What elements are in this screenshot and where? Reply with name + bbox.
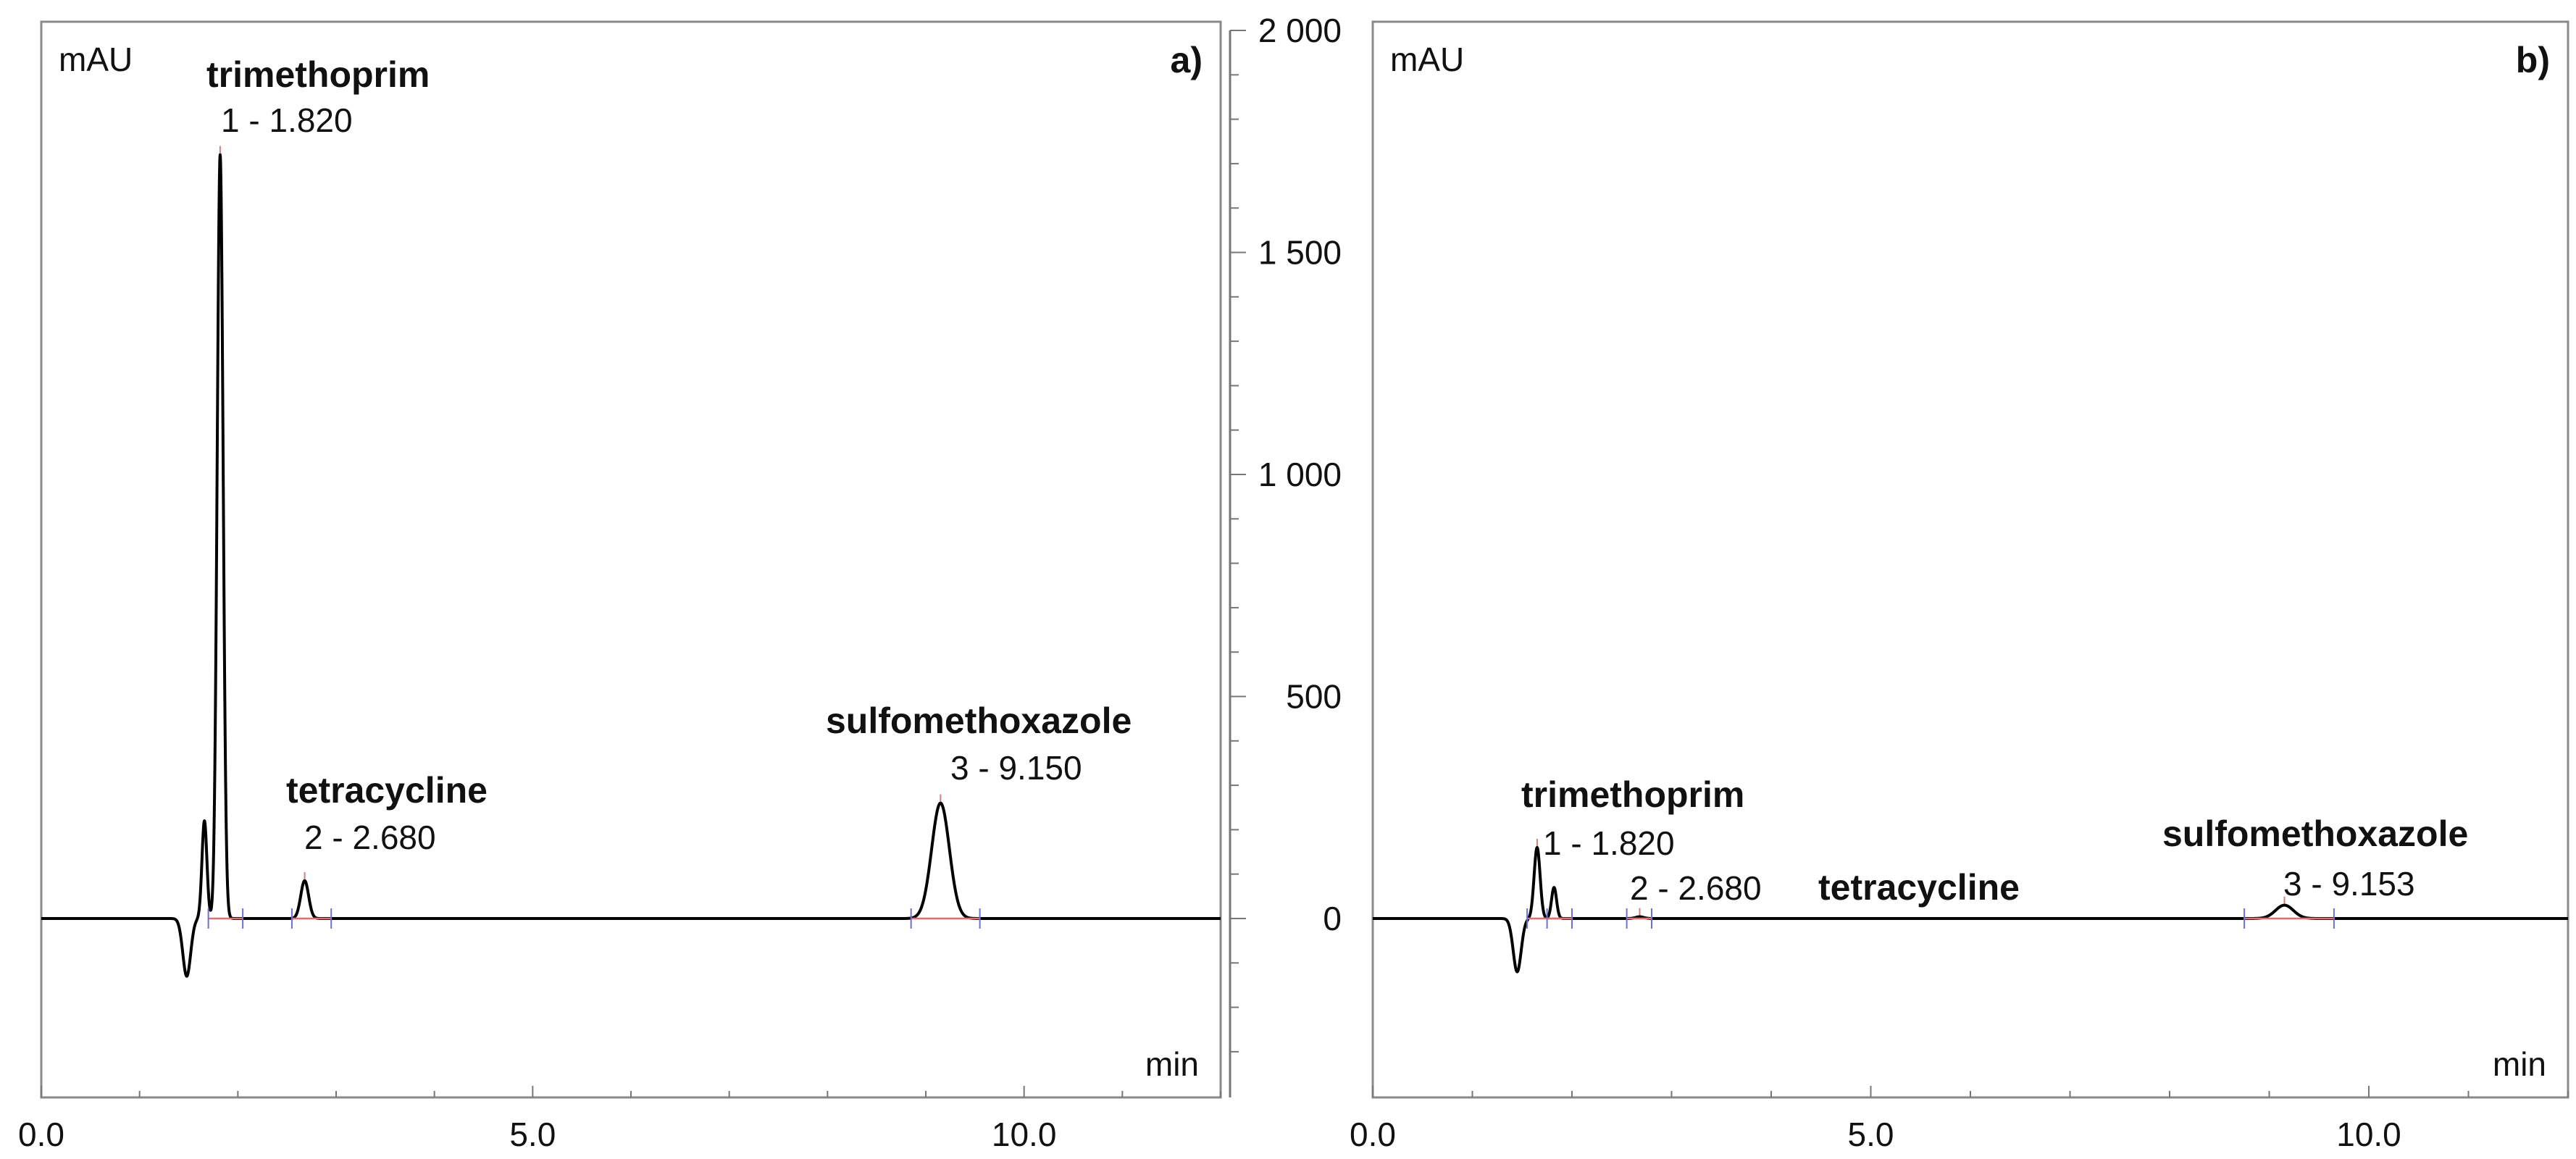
x-tick-label: 0.0 — [1350, 1116, 1396, 1153]
peak-name-label: trimethoprim — [206, 54, 430, 95]
peak-name-label: trimethoprim — [1521, 774, 1744, 815]
x-unit-label: min — [1145, 1045, 1199, 1083]
x-tick-label: 10.0 — [992, 1116, 1057, 1153]
x-tick-label: 10.0 — [2336, 1116, 2401, 1153]
x-tick-label: 0.0 — [18, 1116, 64, 1153]
y-tick-label: 500 — [1286, 678, 1342, 716]
peak-rt-label: 3 - 9.153 — [2283, 865, 2415, 903]
y-unit-label: mAU — [59, 41, 133, 78]
x-tick-label: 5.0 — [1848, 1116, 1894, 1153]
y-unit-label: mAU — [1390, 41, 1464, 78]
x-unit-label: min — [2493, 1045, 2546, 1083]
panel-b-frame — [1371, 20, 2569, 1099]
peak-rt-label: 2 - 2.680 — [304, 819, 436, 856]
peak-rt-label: 2 - 2.680 — [1630, 869, 1762, 907]
panel-a-trace — [40, 153, 1222, 978]
y-tick-label: 1 500 — [1258, 234, 1342, 272]
peak-name-label: sulfomethoxazole — [2162, 813, 2468, 854]
peak-rt-label: 1 - 1.820 — [221, 101, 353, 139]
peak-rt-label: 1 - 1.820 — [1543, 824, 1675, 862]
panel-tag: a) — [1171, 40, 1203, 80]
peak-name-label: sulfomethoxazole — [826, 700, 1132, 741]
peak-name-label: tetracycline — [1818, 867, 2020, 908]
x-tick-label: 5.0 — [509, 1116, 556, 1153]
y-tick-label: 0 — [1323, 900, 1342, 937]
peak-rt-label: 3 - 9.150 — [950, 749, 1082, 787]
peak-name-label: tetracycline — [286, 770, 488, 811]
y-tick-label: 2 000 — [1258, 12, 1342, 49]
panel-tag: b) — [2516, 40, 2550, 80]
y-tick-label: 1 000 — [1258, 456, 1342, 493]
